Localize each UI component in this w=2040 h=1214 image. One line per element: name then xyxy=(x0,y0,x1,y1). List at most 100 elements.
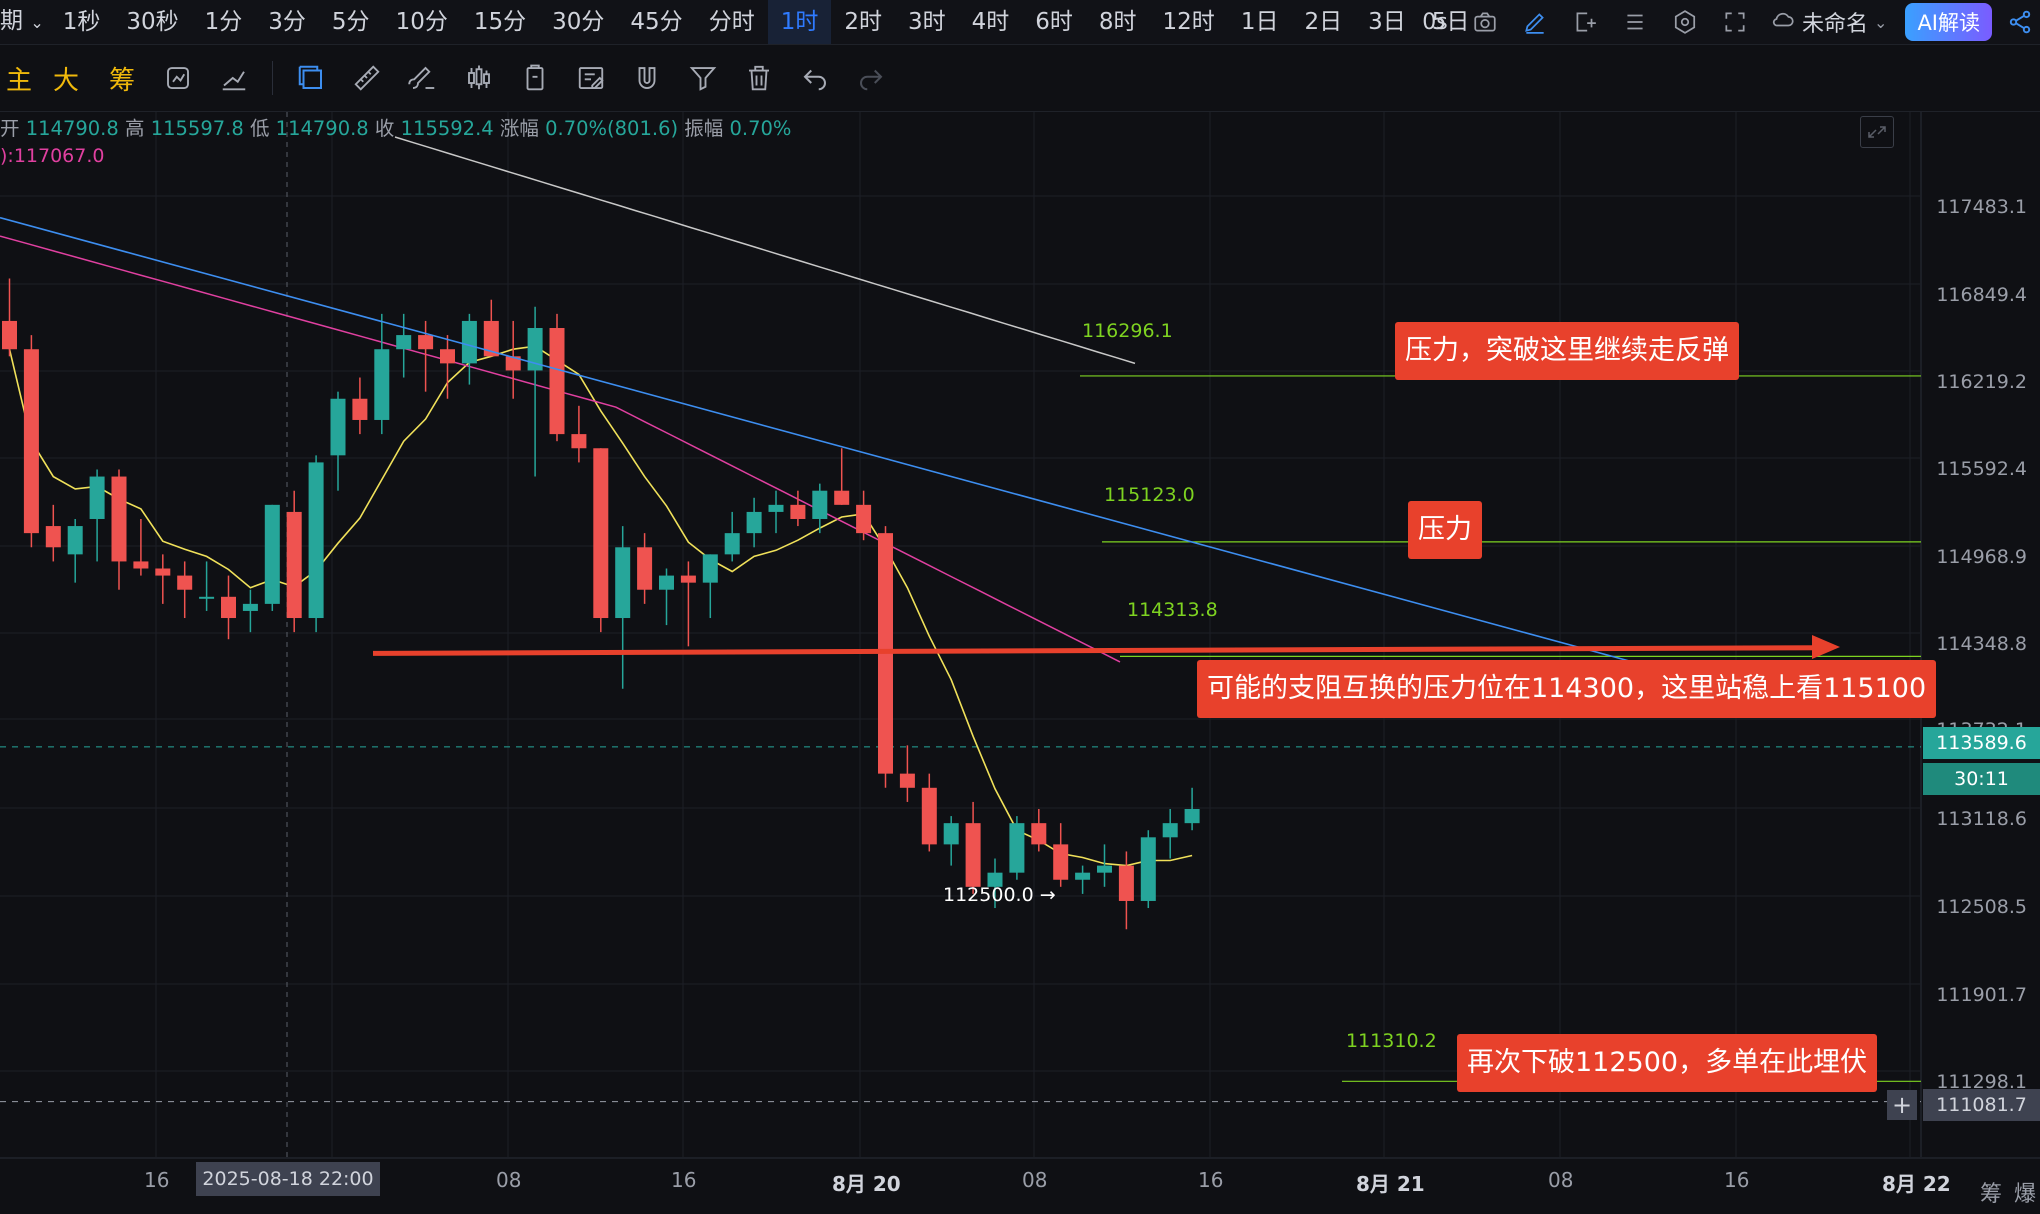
fullscreen-icon[interactable] xyxy=(1710,0,1760,44)
candle xyxy=(45,504,61,562)
candle xyxy=(1140,830,1156,909)
candle-body xyxy=(921,787,937,845)
annotation-resistance-breakout[interactable]: 压力，突破这里继续走反弹 xyxy=(1395,322,1739,380)
timeframe-17[interactable]: 1日 xyxy=(1240,9,1279,35)
restore-chart-icon[interactable] xyxy=(1860,116,1894,148)
timeframe-5[interactable]: 10分 xyxy=(395,9,448,35)
candle xyxy=(67,518,83,583)
candle-body xyxy=(724,533,740,555)
candlestick-icon[interactable] xyxy=(451,50,507,106)
date-tick: 08 xyxy=(1548,1168,1574,1192)
candle-body xyxy=(571,434,587,449)
candle-body xyxy=(286,511,302,619)
price-tick: 113118.6 xyxy=(1936,808,2027,830)
countdown-tag: 30:11 xyxy=(1923,763,2040,795)
amplitude-label: 振幅 xyxy=(684,117,724,140)
liquidation-corner-label: 爆 xyxy=(2014,1182,2037,1207)
timeframe-10[interactable]: 1时 xyxy=(767,0,832,44)
candle-body xyxy=(1162,823,1178,838)
low-value: 114790.8 xyxy=(275,117,369,140)
timeframe-1[interactable]: 30秒 xyxy=(126,9,179,35)
timeframe-12[interactable]: 3时 xyxy=(907,9,946,35)
candle-body xyxy=(89,476,105,519)
timeframe-4[interactable]: 5分 xyxy=(331,9,370,35)
timeframe-6[interactable]: 15分 xyxy=(473,9,527,35)
drawing-tools-icon[interactable] xyxy=(206,50,262,106)
timeframe-7[interactable]: 30分 xyxy=(552,9,605,35)
period-label: 期 xyxy=(0,8,23,34)
candle xyxy=(702,554,718,619)
period-selector[interactable]: 期 ⌄ xyxy=(0,0,50,45)
candle xyxy=(856,490,872,541)
level-lines xyxy=(1080,375,1921,1082)
candle-body xyxy=(593,448,609,619)
select-tool-icon[interactable] xyxy=(283,50,339,106)
clipboard-icon[interactable] xyxy=(507,50,563,106)
candle-body xyxy=(746,511,762,534)
timeframe-0[interactable]: 1秒 xyxy=(62,9,101,35)
candle xyxy=(1118,851,1134,930)
timeframe-16[interactable]: 12时 xyxy=(1162,9,1215,35)
date-tick: 16 xyxy=(1198,1168,1224,1192)
camera-icon[interactable] xyxy=(1460,0,1510,44)
timeframe-9[interactable]: 分时 xyxy=(708,9,755,35)
timeframe-3[interactable]: 3分 xyxy=(268,9,306,35)
candle-body xyxy=(199,596,215,599)
big-order-button[interactable]: 大 xyxy=(52,65,79,96)
candle-body xyxy=(242,603,258,611)
magnet-icon[interactable] xyxy=(619,50,675,106)
indicator-compare-icon[interactable] xyxy=(150,50,206,106)
timeframe-11[interactable]: 2时 xyxy=(844,9,882,35)
edit-note-icon[interactable] xyxy=(563,50,619,106)
price-tick: 112508.5 xyxy=(1936,896,2027,918)
crosshair-add-icon[interactable]: + xyxy=(1887,1090,1917,1120)
candle xyxy=(899,745,915,802)
timeframe-19[interactable]: 3日 xyxy=(1368,9,1406,35)
candle xyxy=(286,490,302,633)
price-chart[interactable] xyxy=(0,112,2040,1162)
annotation-resistance[interactable]: 压力 xyxy=(1408,501,1482,559)
candle-body xyxy=(1118,865,1134,901)
ma-mid-line xyxy=(0,235,1121,663)
candle-body xyxy=(67,526,83,555)
candle xyxy=(834,448,850,505)
candle-body xyxy=(1009,823,1025,873)
main-indicator-button[interactable]: 主 xyxy=(5,65,32,96)
timeframe-2[interactable]: 1分 xyxy=(204,9,243,35)
chip-distribution-button[interactable]: 筹 xyxy=(108,65,135,96)
timeframe-list: 1秒 30秒 1分 3分 5分 10分 15分 30分 45分 分时 1时 2时 3时 4时 6时 8时 12时… xyxy=(50,0,1483,44)
filter-icon[interactable] xyxy=(675,50,731,106)
candle xyxy=(352,377,368,435)
price-tick: 115592.4 xyxy=(1936,458,2027,480)
redo-icon[interactable] xyxy=(843,50,899,106)
timeframe-18[interactable]: 2日 xyxy=(1304,9,1343,35)
settings-icon[interactable] xyxy=(1660,0,1710,44)
timeframe-15[interactable]: 8时 xyxy=(1098,9,1137,35)
latency-indicator: 0s xyxy=(1422,9,1448,35)
candle-body xyxy=(505,356,521,371)
add-window-icon[interactable] xyxy=(1560,0,1610,44)
list-icon[interactable] xyxy=(1610,0,1660,44)
timeframe-14[interactable]: 6时 xyxy=(1035,9,1073,35)
project-name: 未命名 xyxy=(1802,12,1869,37)
share-icon[interactable] xyxy=(2000,0,2040,44)
undo-icon[interactable] xyxy=(787,50,843,106)
candle-body xyxy=(659,575,674,590)
pencil-icon[interactable] xyxy=(1510,0,1560,44)
project-selector[interactable]: 未命名 ⌄ xyxy=(1760,6,1897,38)
annotation-long-entry[interactable]: 再次下破112500，多单在此埋伏 xyxy=(1457,1034,1878,1092)
ai-analysis-button[interactable]: AI解读 xyxy=(1905,3,1992,41)
annotation-support-flip[interactable]: 可能的支阻互换的压力位在114300，这里站稳上看115100 xyxy=(1197,660,1937,718)
timeframe-20[interactable]: 5日 xyxy=(1431,9,1470,35)
candle xyxy=(987,858,1003,909)
date-tick: 16 xyxy=(1724,1168,1750,1192)
candle xyxy=(812,483,828,534)
timeframe-13[interactable]: 4时 xyxy=(971,9,1010,35)
timeframe-8[interactable]: 45分 xyxy=(630,9,683,35)
candle xyxy=(1184,787,1200,831)
ruler-icon[interactable] xyxy=(339,50,395,106)
candle-body xyxy=(45,526,61,548)
trash-icon[interactable] xyxy=(731,50,787,106)
candle xyxy=(921,773,937,852)
brush-icon[interactable] xyxy=(395,50,451,106)
